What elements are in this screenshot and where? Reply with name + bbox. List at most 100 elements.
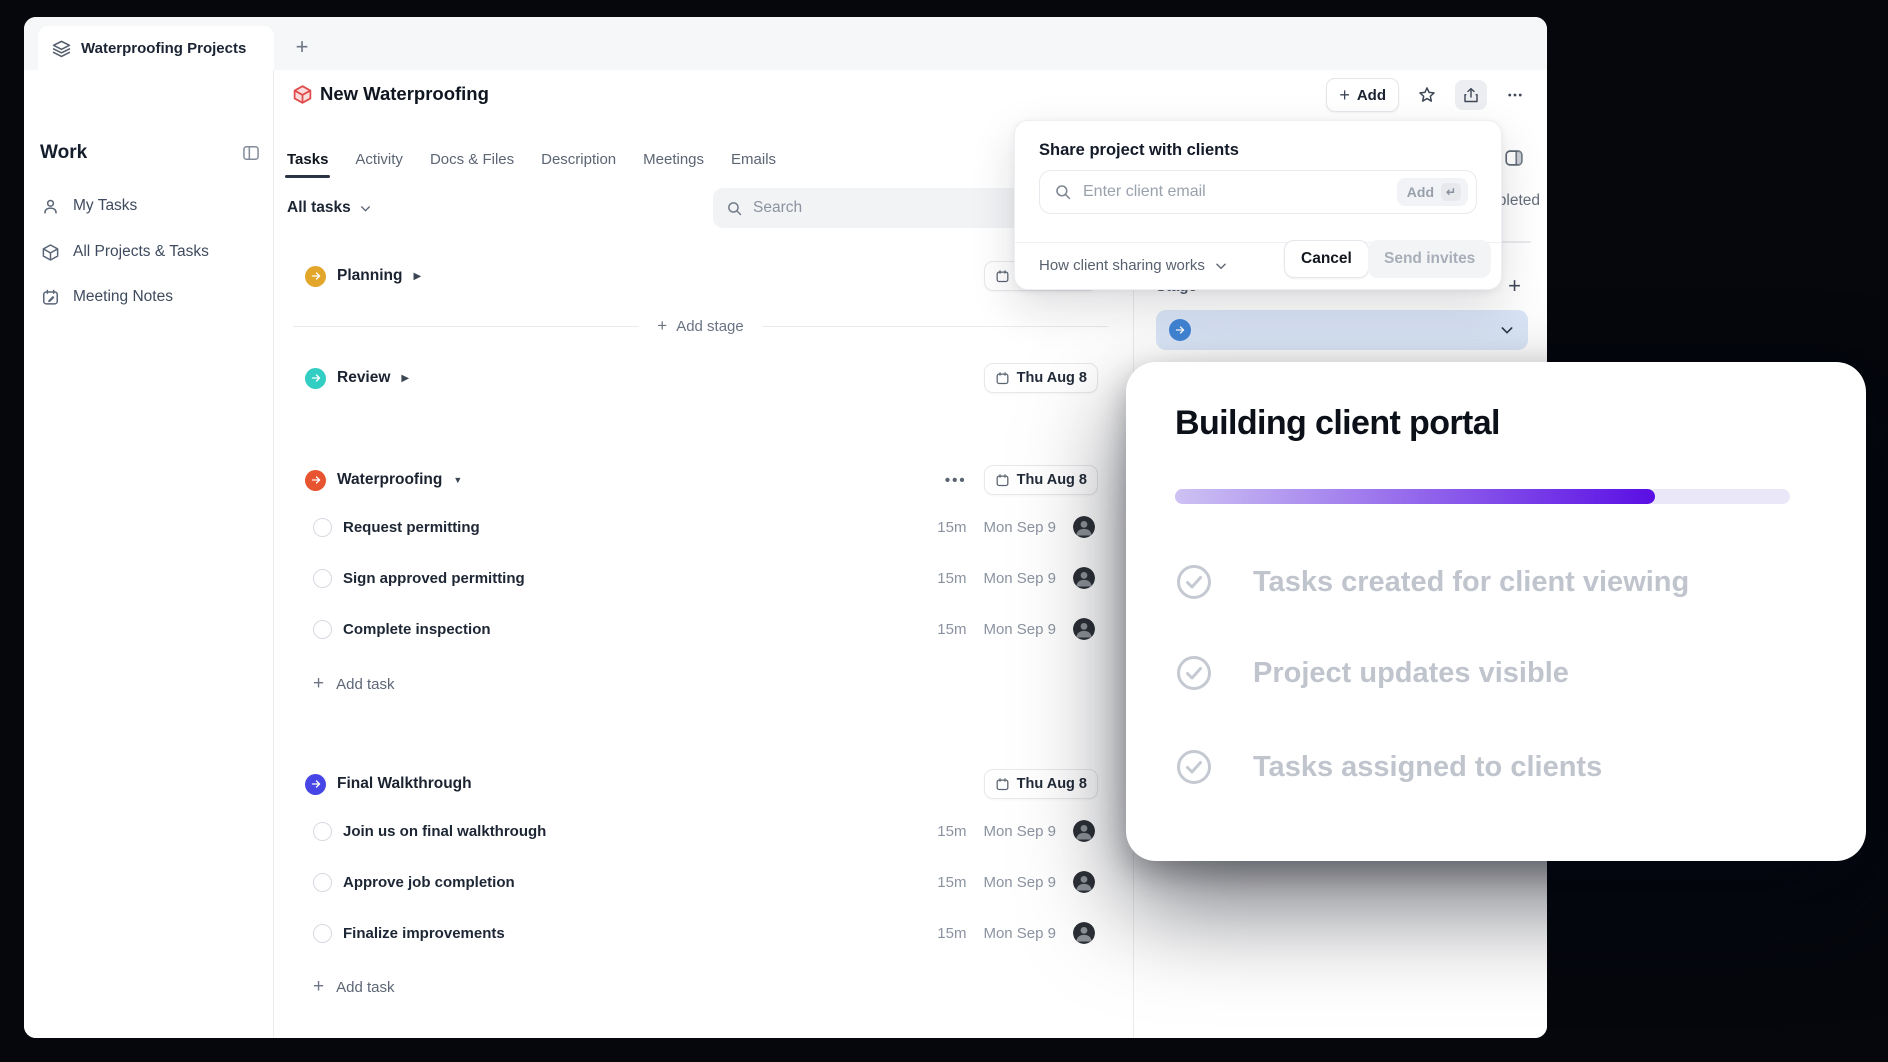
task-due-date: Mon Sep 9 [983,569,1056,587]
tab-docs-files[interactable]: Docs & Files [429,150,515,168]
layers-icon [52,39,71,58]
task-duration: 15m [937,518,967,536]
panel-left-icon[interactable] [241,143,261,163]
page-title: New Waterproofing [320,83,489,104]
task-checkbox[interactable] [313,619,332,639]
sidebar-item-meeting-notes[interactable]: Meeting Notes [30,279,267,315]
client-portal-card: Building client portal Tasks created for… [1126,362,1866,861]
stage-date: Thu Aug 8 [1016,776,1087,792]
cube-icon [40,243,60,262]
email-placeholder: Enter client email [1083,183,1206,200]
progress-bar [1175,489,1790,504]
task-row[interactable]: Sign approved permitting 15m Mon Sep 9 [274,556,1133,600]
portal-feature-label: Project updates visible [1253,656,1569,689]
tab-meetings[interactable]: Meetings [643,150,705,168]
stage-name: Review [337,369,391,386]
stage-name: Final Walkthrough [337,775,472,792]
task-filter-dropdown[interactable]: All tasks [287,190,372,226]
task-row[interactable]: Approve job completion 15m Mon Sep 9 [274,860,1133,904]
task-name: Complete inspection [343,620,491,638]
tab-activity[interactable]: Activity [355,150,403,168]
portal-feature-row: Tasks created for client viewing [1175,563,1689,601]
search-placeholder: Search [753,199,803,216]
avatar[interactable] [1073,820,1095,842]
task-due-date: Mon Sep 9 [983,873,1056,891]
stage-date-chip[interactable]: Thu Aug 8 [983,769,1098,799]
sidebar-item-all-projects[interactable]: All Projects & Tasks [30,234,267,270]
avatar[interactable] [1073,871,1095,893]
card-title: Building client portal [1175,404,1501,442]
task-checkbox[interactable] [313,568,332,588]
popover-title: Share project with clients [1039,141,1239,159]
stage-row-final-walkthrough[interactable]: Final Walkthrough Thu Aug 8 [274,767,1133,801]
tab-emails[interactable]: Emails [731,150,777,168]
stage-arrow-icon [305,469,326,491]
stage-row-review[interactable]: Review ▶ Thu Aug 8 [274,361,1133,395]
project-cube-icon [292,84,313,105]
stage-row-waterproofing[interactable]: Waterproofing ▼ ••• Thu Aug 8 [274,463,1133,497]
panel-right-icon[interactable] [1503,147,1525,169]
add-button[interactable]: + Add [1326,78,1399,112]
add-task-label: Add task [336,978,395,996]
return-key-icon: ↵ [1441,183,1461,201]
how-sharing-works-link[interactable]: How client sharing works [1039,257,1228,274]
portal-feature-row: Project updates visible [1175,654,1569,692]
check-circle-icon [1177,565,1211,599]
task-row[interactable]: Request permitting 15m Mon Sep 9 [274,505,1133,549]
avatar[interactable] [1073,618,1095,640]
stage-date-chip[interactable]: Thu Aug 8 [983,465,1098,495]
tab-tasks[interactable]: Tasks [284,140,331,178]
task-duration: 15m [937,822,967,840]
plus-icon[interactable]: + [1508,273,1521,298]
task-checkbox[interactable] [313,821,332,841]
chevron-down-icon [360,205,370,212]
add-button-label: Add [1356,86,1386,104]
share-icon[interactable] [1455,80,1487,110]
task-filter-label: All tasks [287,199,351,216]
star-icon[interactable] [1411,80,1443,110]
plus-icon: + [657,316,668,335]
client-email-input[interactable]: Enter client email Add ↵ [1039,170,1477,214]
add-email-button[interactable]: Add ↵ [1396,178,1468,206]
stage-more-icon[interactable]: ••• [944,471,967,489]
portal-feature-label: Tasks assigned to clients [1253,750,1603,783]
stage-row-planning[interactable]: Planning ▶ Thu Aug 8 [274,259,1133,293]
avatar[interactable] [1073,567,1095,589]
cancel-button[interactable]: Cancel [1284,240,1369,278]
more-icon[interactable] [1499,80,1531,110]
task-name: Approve job completion [343,873,515,891]
sidebar-item-label: All Projects & Tasks [73,243,209,260]
task-checkbox[interactable] [313,872,332,892]
new-tab-button[interactable]: + [286,31,318,63]
divider [1015,242,1501,243]
add-task-button[interactable]: + Add task [274,662,1133,706]
send-invites-button[interactable]: Send invites [1368,240,1492,278]
header-actions: + Add [1326,78,1531,112]
tab-description[interactable]: Description [541,150,617,168]
task-checkbox[interactable] [313,517,332,537]
workspace-tab[interactable]: Waterproofing Projects [38,26,274,70]
task-row[interactable]: Complete inspection 15m Mon Sep 9 [274,607,1133,651]
stage-select-dropdown[interactable] [1156,310,1528,350]
task-due-date: Mon Sep 9 [983,924,1056,942]
caret-right-icon[interactable]: ▶ [401,372,410,384]
avatar[interactable] [1073,516,1095,538]
check-circle-icon [1177,656,1211,690]
caret-down-icon[interactable]: ▼ [453,475,463,485]
avatar[interactable] [1073,922,1095,944]
task-row[interactable]: Finalize improvements 15m Mon Sep 9 [274,911,1133,955]
sidebar-item-my-tasks[interactable]: My Tasks [30,188,267,224]
chevron-down-icon [1499,322,1515,338]
add-task-button[interactable]: + Add task [274,965,1133,1009]
stage-arrow-icon [1169,319,1191,341]
stage-date-chip[interactable]: Thu Aug 8 [983,363,1098,393]
caret-right-icon[interactable]: ▶ [413,270,422,282]
plus-icon: + [295,34,309,59]
task-duration: 15m [937,873,967,891]
user-icon [40,197,60,216]
task-checkbox[interactable] [313,923,332,943]
progress-bar-fill [1175,489,1655,504]
stage-name: Planning [337,267,403,284]
task-row[interactable]: Join us on final walkthrough 15m Mon Sep… [274,809,1133,853]
add-stage-button[interactable]: + Add stage [293,309,1108,343]
